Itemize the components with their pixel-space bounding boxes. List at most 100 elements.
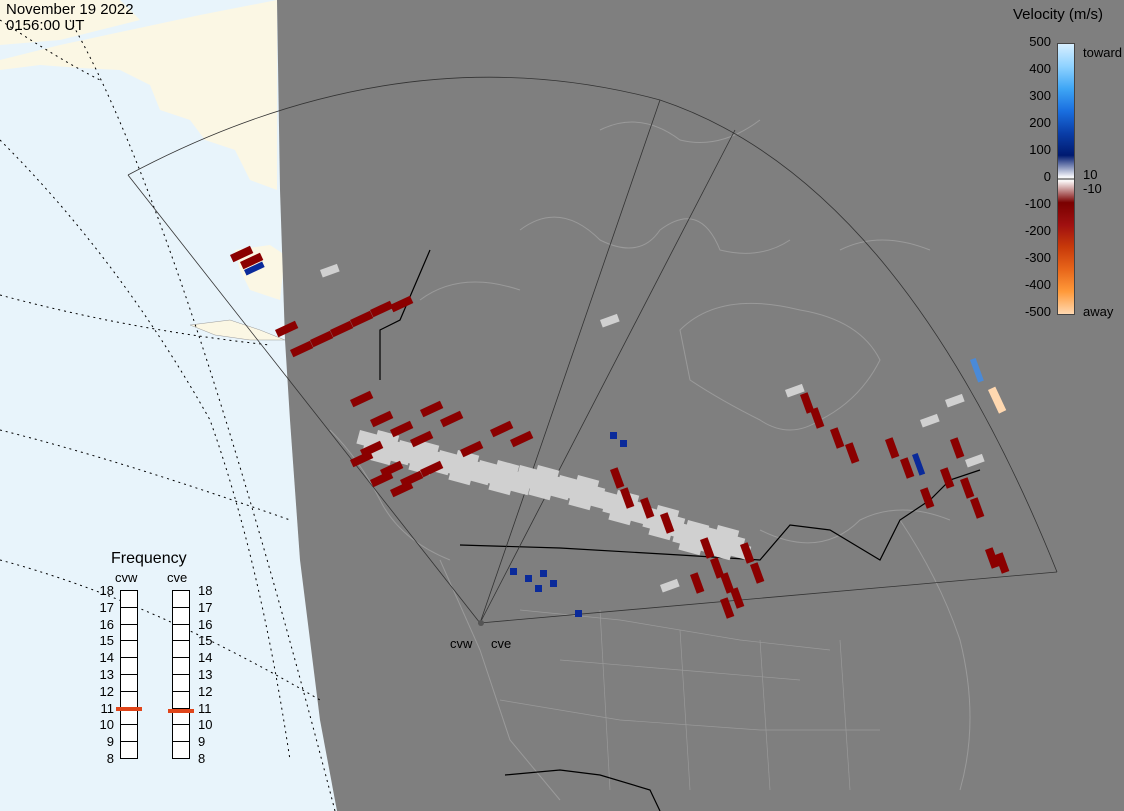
frequency-tick: 8 [198, 751, 206, 766]
echo-cell [289, 340, 314, 358]
tick-10: 10 [1083, 167, 1098, 182]
echo-cell [439, 410, 464, 428]
echo-cell [369, 470, 394, 488]
echo-cell [900, 457, 915, 479]
echo-cell [830, 427, 845, 449]
echo-cell [940, 467, 955, 489]
echo-cell [920, 487, 935, 509]
frequency-title: Frequency [111, 550, 187, 567]
echo-cell [660, 578, 680, 593]
echo-cell [719, 572, 735, 594]
echo-cell [369, 410, 394, 428]
colorbar-tick: -300 [1024, 250, 1051, 265]
echo-cell [800, 392, 815, 414]
echo-cell [390, 295, 414, 313]
echo-cell [610, 467, 625, 489]
echo-cell [965, 453, 985, 468]
echo-cell [540, 570, 547, 577]
frequency-tick: 17 [99, 599, 114, 615]
echo-cell [600, 313, 620, 328]
echo-cell [750, 562, 765, 584]
echo-cell [610, 432, 617, 439]
frequency-tick: 18 [99, 583, 114, 598]
frequency-tick: 13 [99, 667, 114, 682]
echo-cell [390, 420, 414, 438]
echo-cell [459, 440, 484, 458]
echo-cell [390, 480, 414, 498]
echo-cell [845, 442, 860, 464]
echo-cell [620, 440, 627, 447]
radar-label-cve: cve [491, 636, 512, 651]
frequency-scale-cvw [120, 590, 138, 759]
colorbar-title: Velocity (m/s) [1013, 6, 1104, 23]
echo-cell [710, 557, 725, 579]
colorbar-tick: -500 [1024, 304, 1051, 319]
frequency-tick: 10 [99, 717, 114, 733]
echo-cell [510, 568, 517, 575]
echo-cell [350, 450, 374, 468]
echo-cell [969, 357, 984, 383]
echo-cell [525, 575, 532, 582]
echo-cell [700, 537, 715, 559]
echo-cell [988, 386, 1007, 414]
radar-label-cvw: cvw [450, 636, 473, 651]
echo-cell [810, 407, 825, 429]
echo-cell [410, 430, 434, 448]
toward-label: toward [1083, 45, 1123, 60]
frequency-tick: 17 [198, 599, 213, 615]
frequency-tick: 11 [100, 700, 115, 716]
frequency-tick: 9 [106, 734, 114, 750]
colorbar-tick: 300 [1029, 88, 1051, 103]
echo-cell [660, 512, 675, 534]
freq-radar-cvw: cvw [115, 570, 138, 585]
date-label: November 19 2022 [6, 1, 134, 18]
echo-cell [785, 383, 805, 398]
echo-cell [489, 420, 514, 438]
frequency-tick: 16 [99, 616, 114, 632]
echo-cell [970, 497, 985, 519]
frequency-marker-cvw [116, 707, 142, 712]
frequency-tick: 14 [198, 650, 213, 666]
graticule [0, 19, 336, 811]
frequency-tick: 15 [99, 633, 114, 649]
frequency-tick: 12 [198, 683, 213, 699]
echo-cell [310, 330, 334, 348]
echo-cell [730, 587, 745, 609]
colorbar-tick: 200 [1029, 115, 1051, 130]
frequency-tick: 13 [198, 667, 213, 682]
echo-cell [640, 497, 655, 519]
echo-cell [690, 572, 705, 594]
echo-cell [995, 552, 1010, 574]
echo-cell [950, 437, 965, 459]
frequency-scale-cve [172, 590, 190, 759]
frequency-tick: 18 [198, 583, 213, 598]
frequency-tick: 11 [198, 700, 212, 716]
colorbar-tick: 0 [1043, 169, 1051, 184]
echo-cell [330, 320, 354, 338]
echo-cell [960, 477, 975, 499]
echo-cell [740, 542, 755, 564]
echo-cell [350, 310, 374, 328]
echo-cell [420, 460, 444, 478]
frequency-tick: 10 [198, 717, 213, 733]
echo-cell [349, 390, 374, 408]
echo-cell [885, 437, 900, 459]
colorbar-tick: 100 [1029, 142, 1051, 157]
echo-cell [620, 487, 635, 509]
echo-cell [419, 400, 444, 418]
frequency-marker-cve [168, 708, 194, 713]
echo-cell [912, 452, 926, 476]
freq-radar-cve: cve [167, 570, 188, 585]
national-borders [379, 249, 981, 811]
night-shading [277, 0, 1124, 811]
frequency-tick: 8 [106, 751, 114, 766]
echo-cell [230, 245, 254, 263]
colorbar-tick: -200 [1024, 223, 1051, 238]
echo-cell [370, 300, 394, 318]
echo-cell [239, 252, 264, 270]
echo-cell [720, 597, 735, 619]
echo-cell [535, 585, 542, 592]
colorbar-tick: -400 [1024, 277, 1051, 292]
echo-cell [275, 320, 299, 338]
